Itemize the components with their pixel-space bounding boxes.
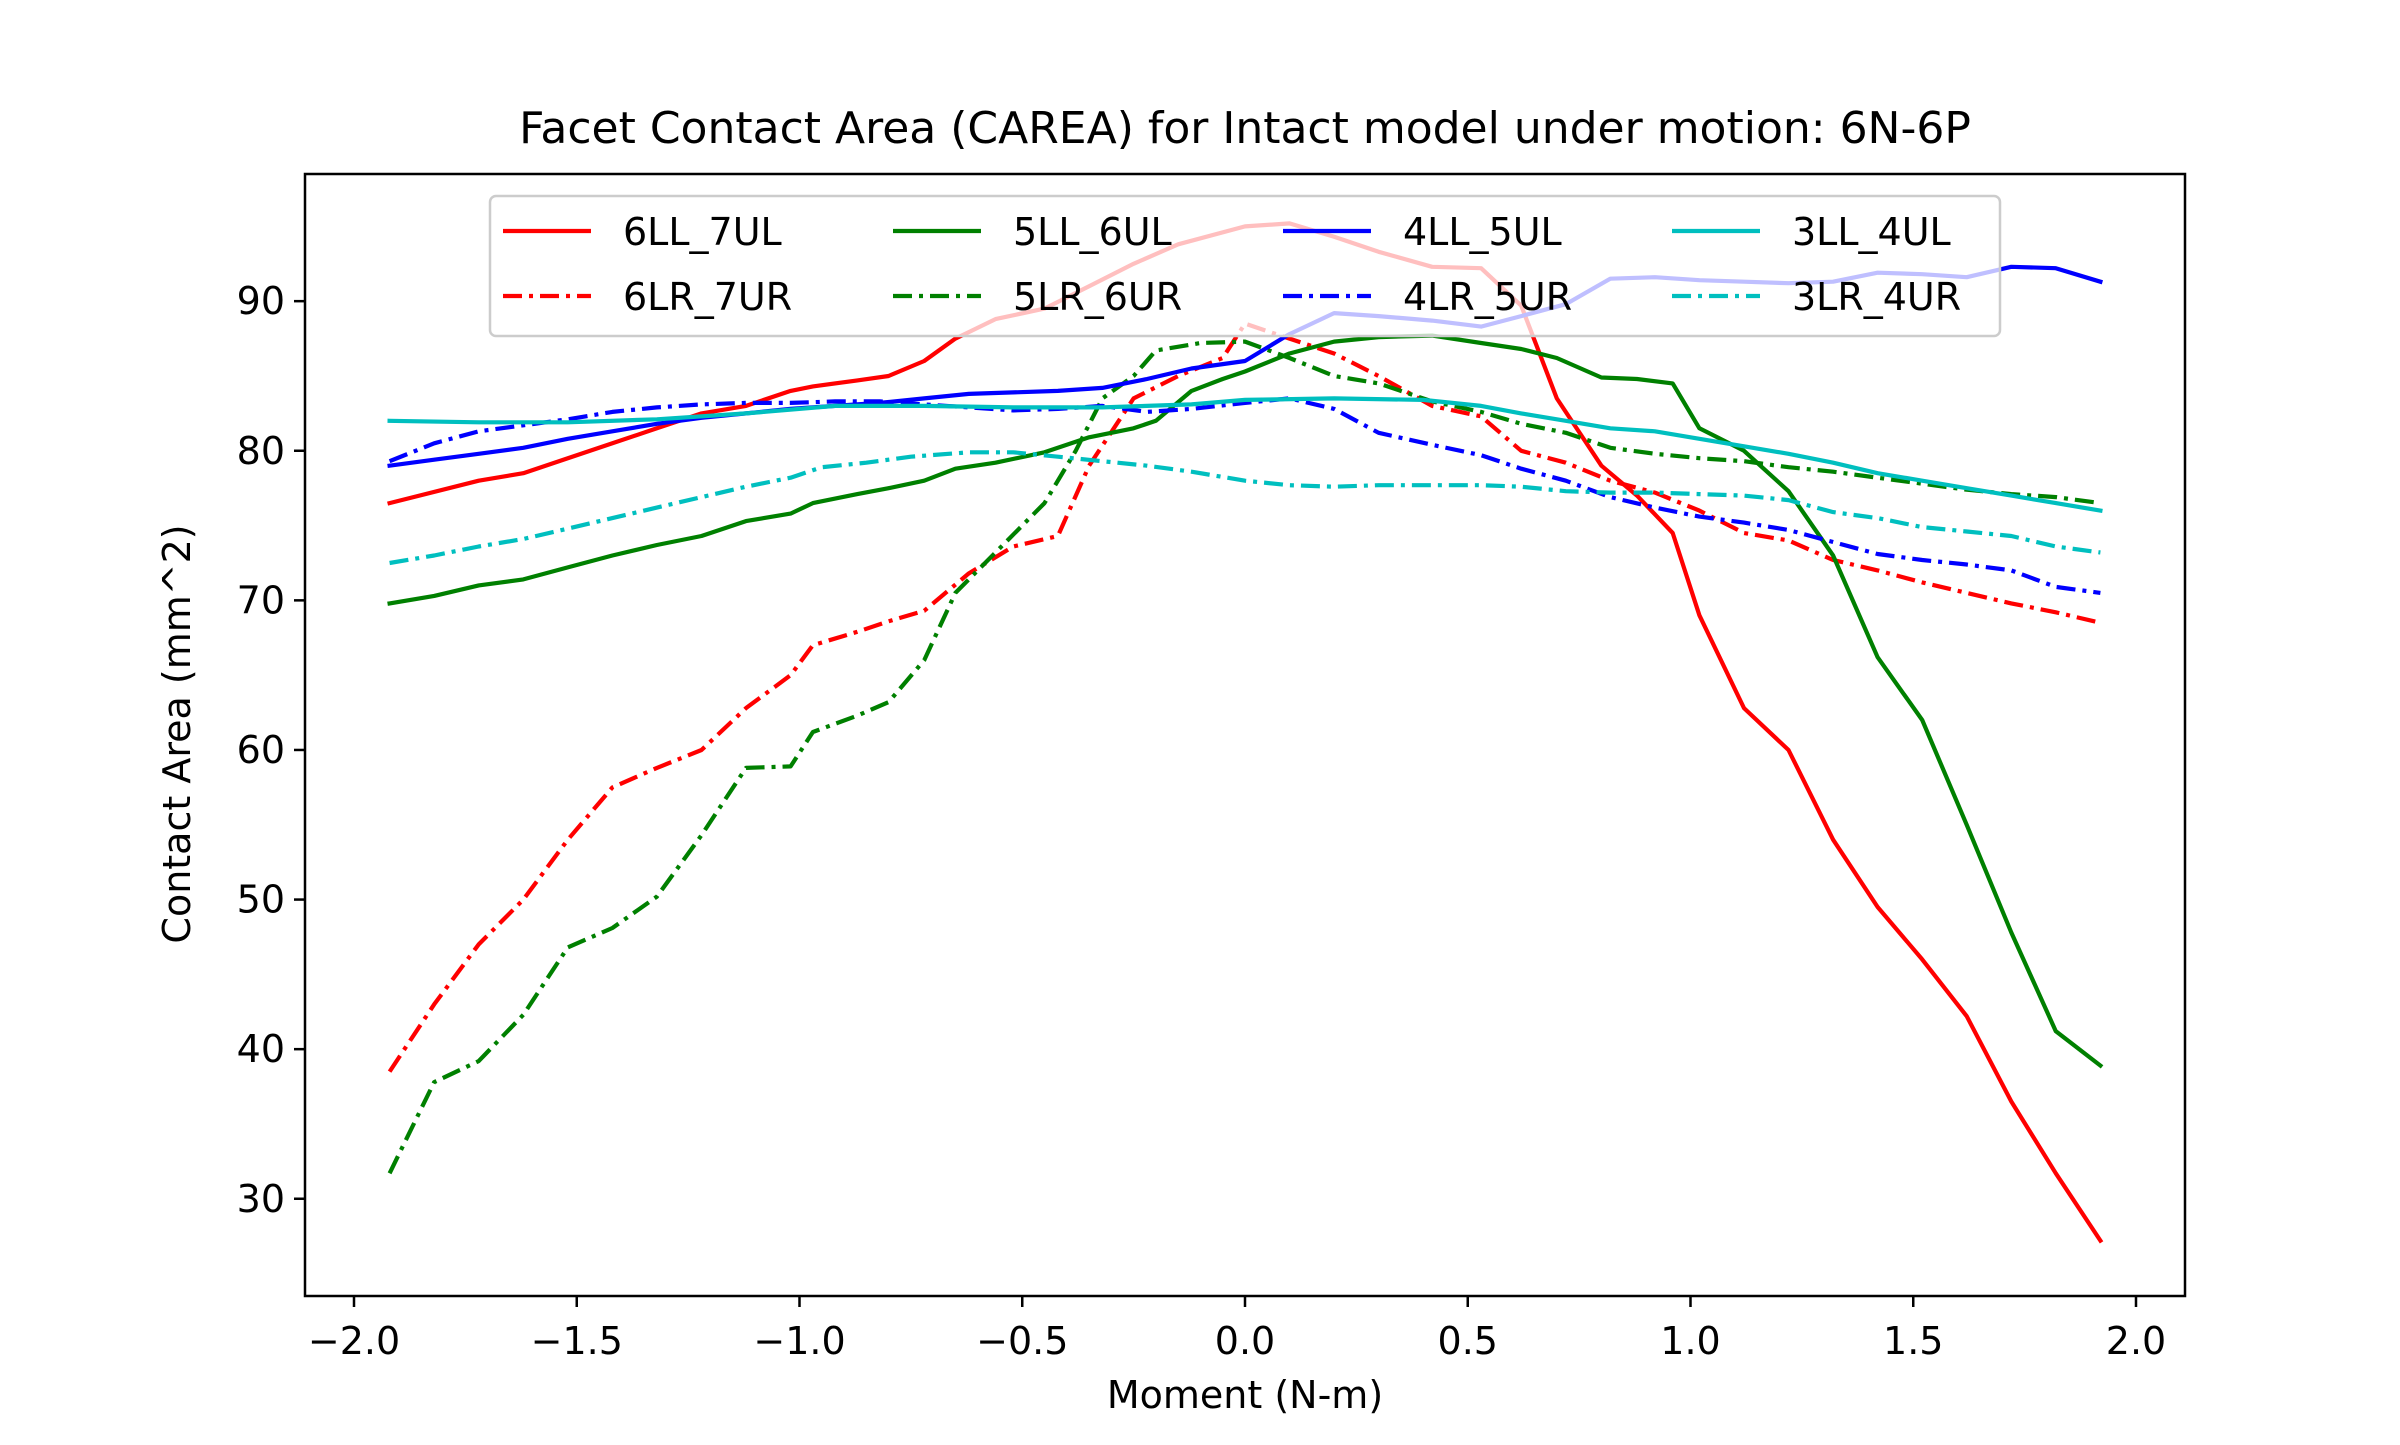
x-tick-label: 0.0	[1215, 1319, 1275, 1363]
y-tick-label: 30	[237, 1177, 285, 1221]
legend-label-5: 4LR_5UR	[1403, 275, 1572, 319]
legend-label-7: 3LR_4UR	[1792, 275, 1961, 319]
legend: 6LL_7UL 6LR_7UR 5LL_6UL 5LR_6UR 4LL_5UL 4LR_5…	[488, 194, 2002, 338]
y-axis-label: Contact Area (mm^2)	[155, 524, 199, 943]
x-tick-label: 2.0	[2106, 1319, 2166, 1363]
x-tick-label: 1.0	[1660, 1319, 1720, 1363]
x-tick-label: 1.5	[1883, 1319, 1943, 1363]
legend-label-0: 6LL_7UL	[623, 210, 782, 254]
x-tick-label: 0.5	[1438, 1319, 1498, 1363]
legend-label-3: 5LR_6UR	[1013, 275, 1182, 319]
y-tick-label: 80	[237, 429, 285, 473]
y-tick-label: 90	[237, 279, 285, 323]
y-tick-label: 40	[237, 1027, 285, 1071]
x-tick-label: −2.0	[308, 1319, 400, 1363]
series-line-5	[388, 396, 2101, 595]
legend-label-1: 6LR_7UR	[623, 275, 792, 319]
y-tick-label: 60	[237, 728, 285, 772]
x-tick-label: −0.5	[976, 1319, 1068, 1363]
series-line-1	[387, 321, 2101, 1073]
y-tick-label: 70	[237, 578, 285, 622]
legend-label-4: 4LL_5UL	[1403, 210, 1562, 254]
legend-label-6: 3LL_4UL	[1792, 210, 1951, 254]
plot-area: −2.0 −1.5 −1.0 −0.5 0.0 0.5 1.0 1.5 2.0 30 40 50 60 7…	[237, 172, 2187, 1363]
x-tick-label: −1.0	[753, 1319, 845, 1363]
series-line-3	[387, 339, 2101, 1175]
series-line-7	[389, 450, 2101, 566]
y-tick-label: 50	[237, 878, 285, 922]
series-line-6	[387, 396, 2103, 514]
legend-box	[488, 194, 2002, 338]
chart-title: Facet Contact Area (CAREA) for Intact mo…	[519, 103, 1971, 154]
legend-label-2: 5LL_6UL	[1013, 210, 1172, 254]
x-tick-label: −1.5	[531, 1319, 623, 1363]
series-line-2	[387, 333, 2104, 1069]
x-axis-label: Moment (N-m)	[1107, 1373, 1383, 1417]
